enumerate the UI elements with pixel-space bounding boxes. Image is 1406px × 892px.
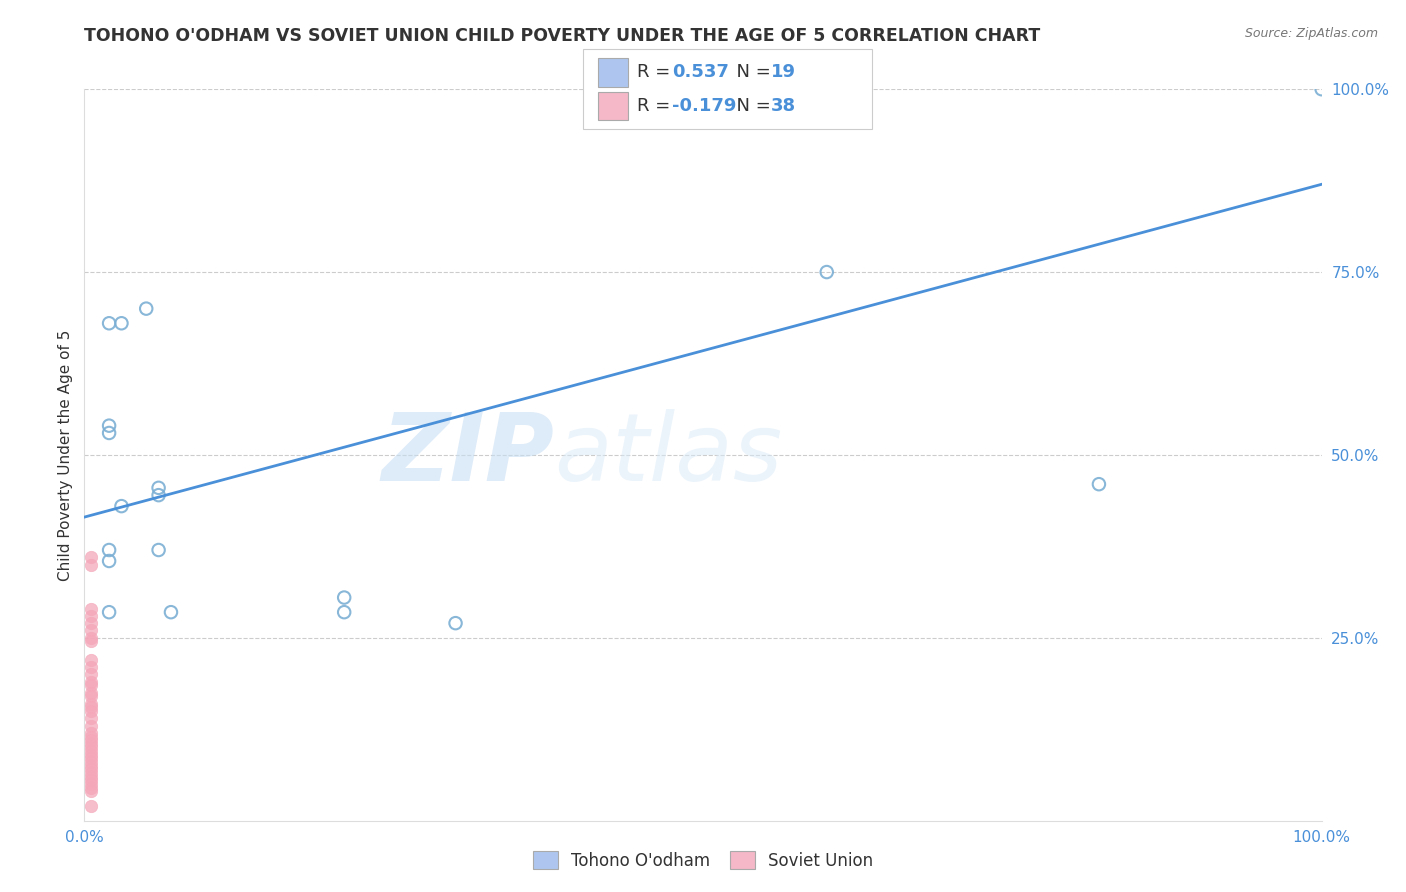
- Point: [79, 718, 101, 732]
- Point: [79, 737, 101, 751]
- Point: [79, 740, 101, 755]
- Point: [79, 777, 101, 791]
- Text: -0.179: -0.179: [672, 97, 737, 115]
- Point: [79, 608, 101, 623]
- Point: [79, 733, 101, 747]
- Point: [79, 700, 101, 714]
- Point: [98, 543, 121, 558]
- Text: ZIP: ZIP: [381, 409, 554, 501]
- Point: [79, 631, 101, 645]
- Point: [79, 751, 101, 765]
- Y-axis label: Child Poverty Under the Age of 5: Child Poverty Under the Age of 5: [58, 329, 73, 581]
- Point: [1310, 82, 1333, 96]
- Point: [79, 755, 101, 769]
- Point: [79, 763, 101, 777]
- Text: N =: N =: [725, 97, 778, 115]
- Point: [79, 697, 101, 711]
- Point: [79, 747, 101, 762]
- Point: [79, 784, 101, 798]
- Point: [79, 773, 101, 788]
- Point: [160, 605, 183, 619]
- Point: [79, 624, 101, 638]
- Point: [79, 634, 101, 648]
- Point: [79, 558, 101, 572]
- Text: Source: ZipAtlas.com: Source: ZipAtlas.com: [1244, 27, 1378, 40]
- Point: [333, 591, 356, 605]
- Text: 38: 38: [770, 97, 796, 115]
- Point: [79, 780, 101, 795]
- Point: [98, 605, 121, 619]
- Point: [1088, 477, 1111, 491]
- Point: [79, 711, 101, 725]
- Point: [98, 418, 121, 433]
- Point: [79, 758, 101, 772]
- Point: [79, 550, 101, 565]
- Point: [148, 543, 170, 558]
- Point: [98, 425, 121, 440]
- Point: [148, 481, 170, 495]
- Point: [79, 601, 101, 615]
- Text: 0.537: 0.537: [672, 63, 728, 81]
- Point: [79, 799, 101, 814]
- Text: R =: R =: [637, 97, 676, 115]
- Point: [79, 678, 101, 692]
- Point: [79, 766, 101, 780]
- Point: [815, 265, 838, 279]
- Point: [110, 316, 132, 330]
- Point: [79, 674, 101, 689]
- Point: [98, 554, 121, 568]
- Point: [79, 616, 101, 631]
- Point: [98, 316, 121, 330]
- Text: TOHONO O'ODHAM VS SOVIET UNION CHILD POVERTY UNDER THE AGE OF 5 CORRELATION CHAR: TOHONO O'ODHAM VS SOVIET UNION CHILD POV…: [84, 27, 1040, 45]
- Point: [110, 499, 132, 513]
- Point: [79, 704, 101, 718]
- Point: [444, 616, 467, 631]
- Text: atlas: atlas: [554, 409, 783, 500]
- Point: [79, 690, 101, 704]
- Point: [148, 488, 170, 502]
- Point: [79, 667, 101, 681]
- Point: [79, 686, 101, 700]
- Text: N =: N =: [725, 63, 778, 81]
- Point: [79, 770, 101, 784]
- Point: [79, 726, 101, 740]
- Point: [333, 605, 356, 619]
- Point: [79, 730, 101, 744]
- Point: [79, 744, 101, 758]
- Point: [135, 301, 157, 316]
- Point: [79, 653, 101, 667]
- Text: R =: R =: [637, 63, 676, 81]
- Text: 19: 19: [770, 63, 796, 81]
- Point: [79, 660, 101, 674]
- Legend: Tohono O'odham, Soviet Union: Tohono O'odham, Soviet Union: [524, 843, 882, 878]
